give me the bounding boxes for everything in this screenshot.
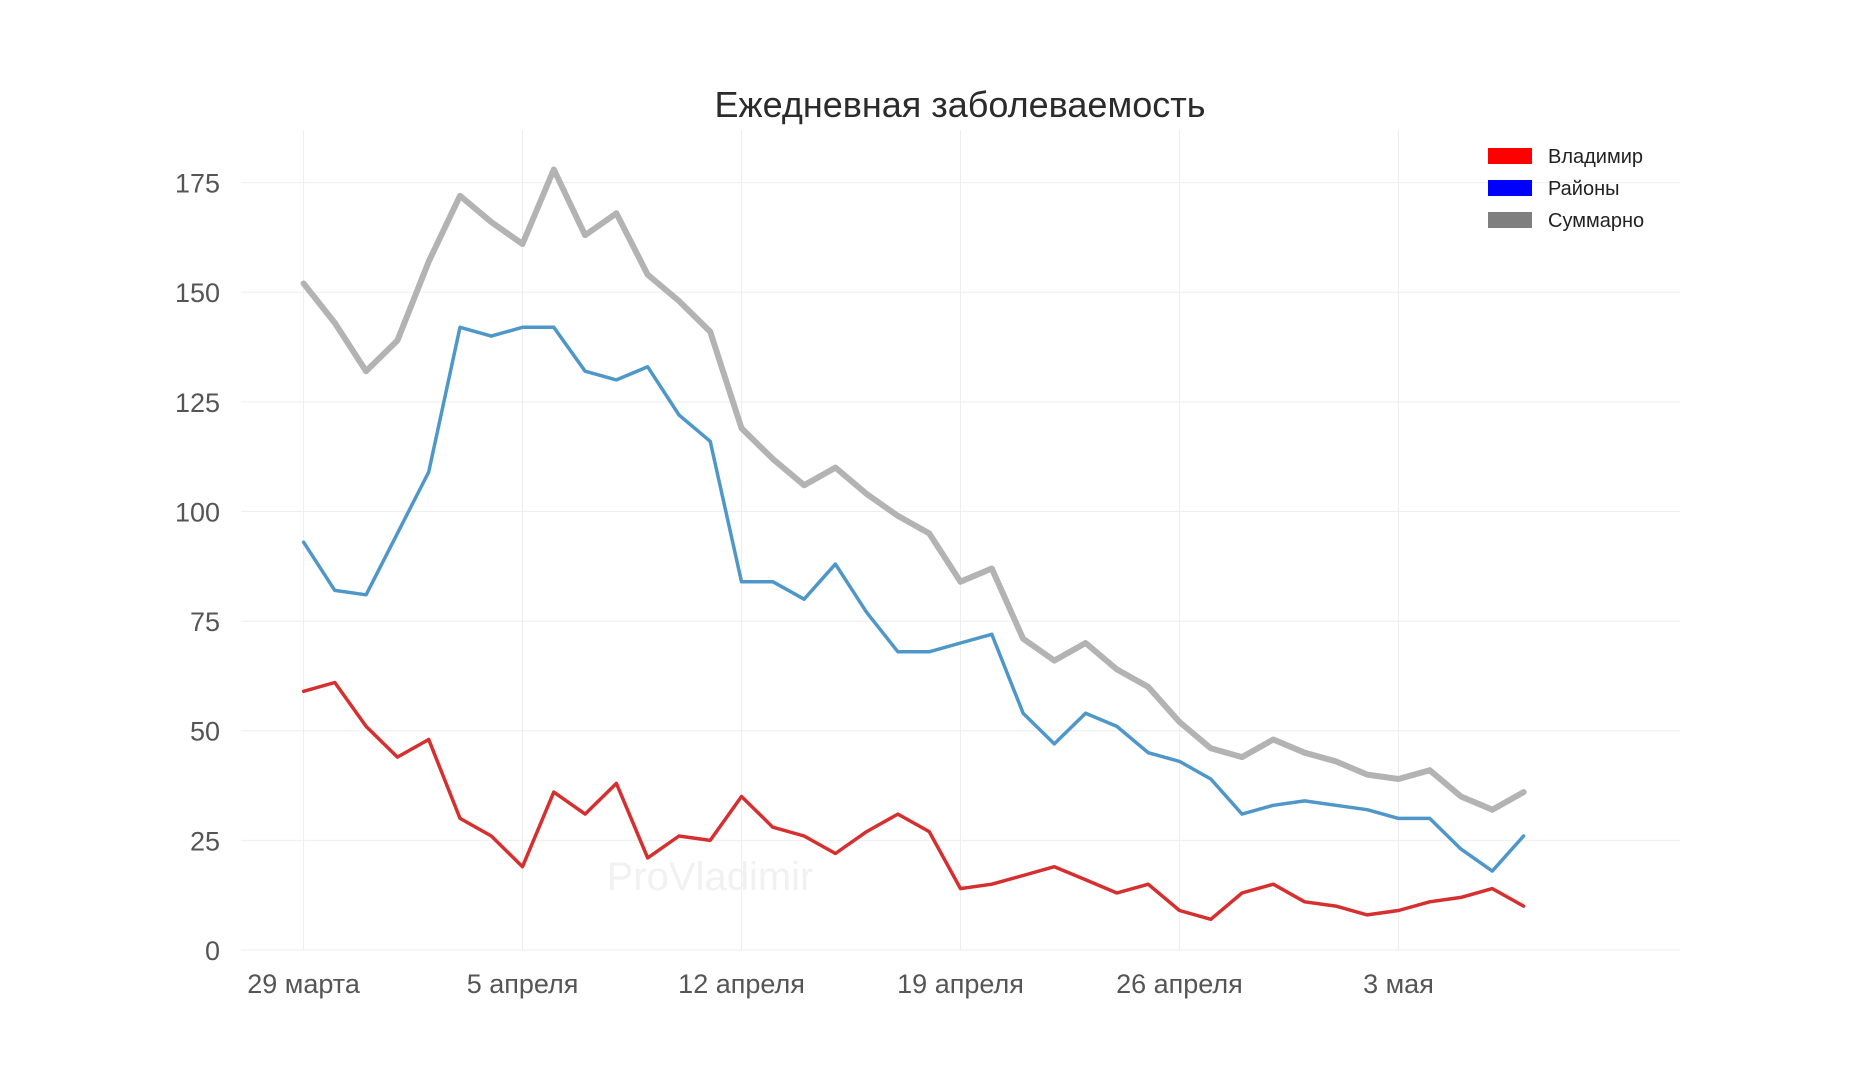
x-tick-label: 26 апреля	[1116, 969, 1243, 999]
y-tick-label: 100	[175, 497, 220, 527]
y-tick-label: 175	[175, 169, 220, 199]
legend: Владимир Районы Суммарно	[1488, 146, 1644, 232]
series-line-vladimir	[301, 680, 1526, 922]
series-line-districts	[301, 325, 1526, 873]
x-tick-label: 3 мая	[1363, 969, 1434, 999]
x-tick-label: 29 марта	[247, 969, 361, 999]
watermark: ProVladimir	[607, 855, 814, 899]
x-tick-label: 12 апреля	[678, 969, 805, 999]
series-lines	[300, 166, 1527, 922]
x-axis: 29 марта 5 апреля 12 апреля 19 апреля 26 апр…	[247, 969, 1434, 999]
legend-swatch-districts	[1488, 180, 1532, 196]
chart-title: Ежедневная заболеваемость	[715, 84, 1206, 125]
legend-swatch-total	[1488, 212, 1532, 228]
y-tick-label: 25	[190, 826, 220, 856]
x-tick-label: 19 апреля	[897, 969, 1024, 999]
y-tick-label: 125	[175, 388, 220, 418]
grid	[241, 130, 1680, 951]
legend-label-vladimir: Владимир	[1548, 146, 1643, 168]
y-axis: 0 25 50 75 100 125 150 175	[175, 169, 220, 966]
y-tick-label: 150	[175, 278, 220, 308]
y-tick-label: 0	[205, 936, 220, 966]
series-line-total	[300, 166, 1527, 813]
legend-label-districts: Районы	[1548, 178, 1620, 200]
y-tick-label: 50	[190, 717, 220, 747]
legend-swatch-vladimir	[1488, 148, 1532, 164]
legend-label-total: Суммарно	[1548, 210, 1644, 232]
y-tick-label: 75	[190, 607, 220, 637]
x-tick-label: 5 апреля	[467, 969, 579, 999]
